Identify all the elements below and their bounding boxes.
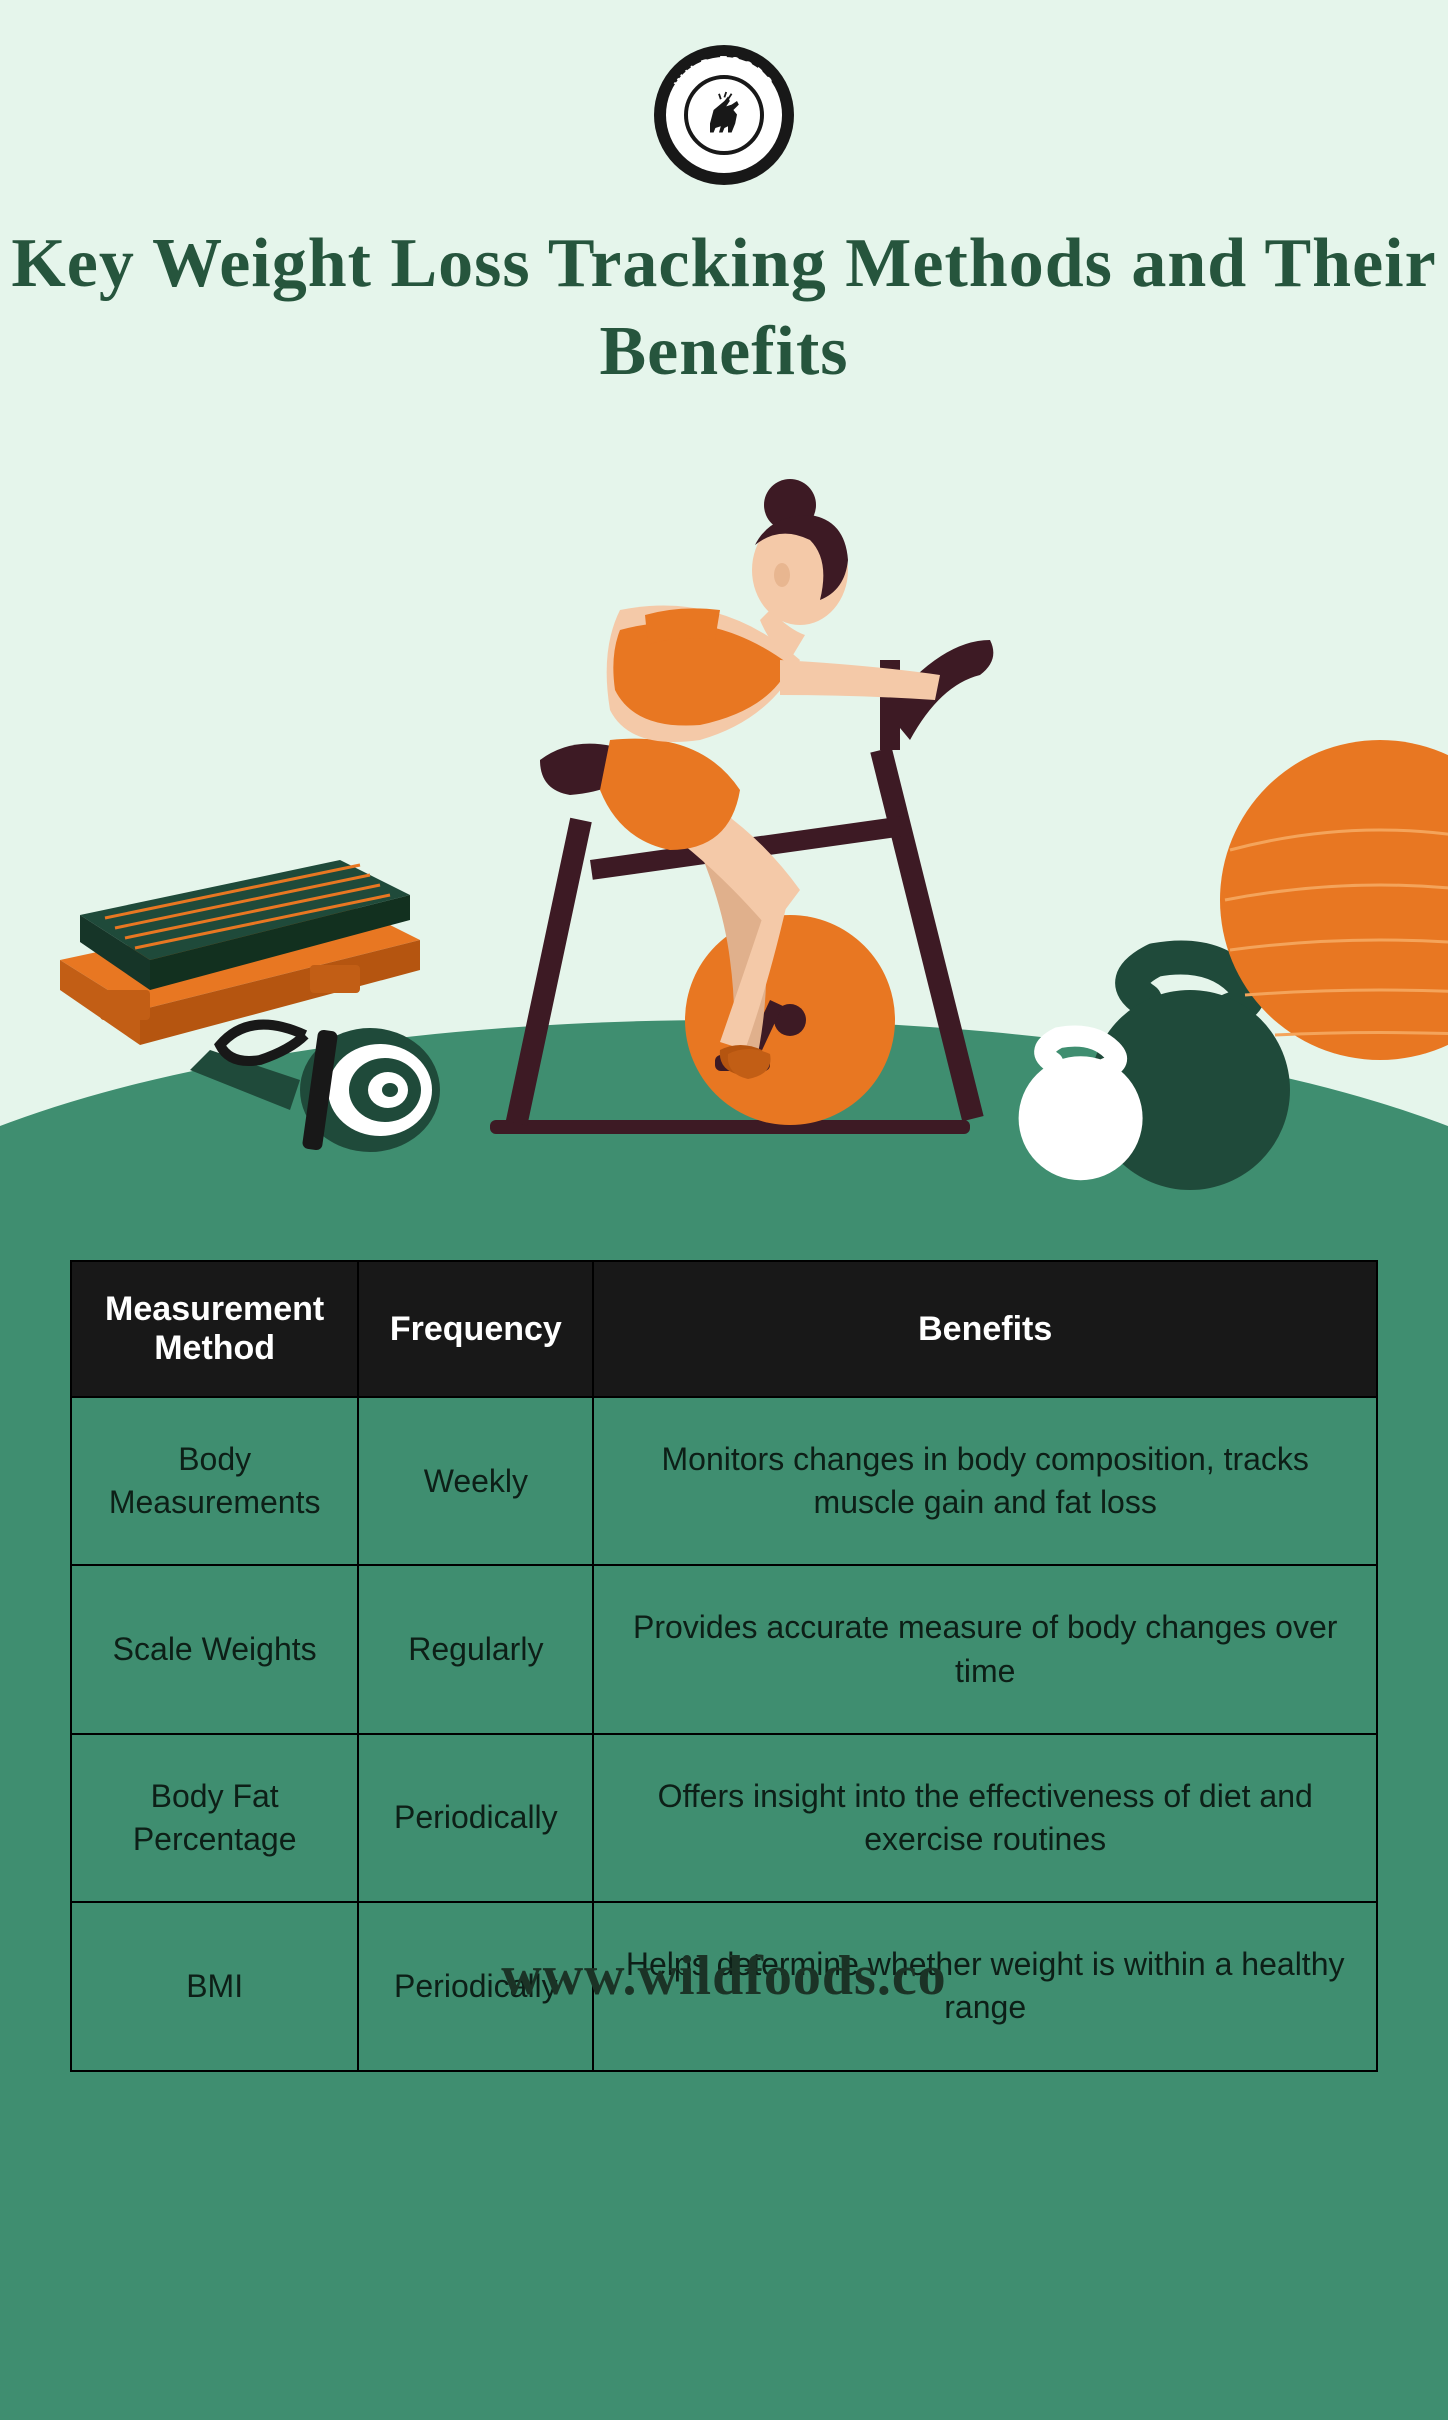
- cell-frequency: Periodically: [358, 1734, 593, 1902]
- cell-method: Body Fat Percentage: [71, 1734, 358, 1902]
- yoga-mat-icon: [190, 1025, 440, 1152]
- cell-frequency: Regularly: [358, 1565, 593, 1733]
- footer-url: www.wildfoods.co: [0, 1944, 1448, 2008]
- exercise-bike-icon: [490, 479, 993, 1134]
- cell-benefits: Offers insight into the effectiveness of…: [593, 1734, 1377, 1902]
- cell-frequency: Weekly: [358, 1397, 593, 1565]
- col-header-frequency: Frequency: [358, 1261, 593, 1397]
- table-row: Body Fat Percentage Periodically Offers …: [71, 1734, 1377, 1902]
- page-title: Key Weight Loss Tracking Methods and The…: [0, 220, 1448, 395]
- fitness-illustration: [0, 440, 1448, 1200]
- kettlebells-icon: [1019, 958, 1290, 1191]
- cell-benefits: Monitors changes in body composition, tr…: [593, 1397, 1377, 1565]
- cell-method: Scale Weights: [71, 1565, 358, 1733]
- brand-logo: WILD FOODS WWW.WILDFOODS.CO: [649, 40, 799, 190]
- table-header-row: Measurement Method Frequency Benefits: [71, 1261, 1377, 1397]
- step-platform-icon: [60, 860, 420, 1045]
- table-row: Scale Weights Regularly Provides accurat…: [71, 1565, 1377, 1733]
- cell-method: Body Measurements: [71, 1397, 358, 1565]
- table-row: Body Measurements Weekly Monitors change…: [71, 1397, 1377, 1565]
- col-header-benefits: Benefits: [593, 1261, 1377, 1397]
- col-header-method: Measurement Method: [71, 1261, 358, 1397]
- cell-benefits: Provides accurate measure of body change…: [593, 1565, 1377, 1733]
